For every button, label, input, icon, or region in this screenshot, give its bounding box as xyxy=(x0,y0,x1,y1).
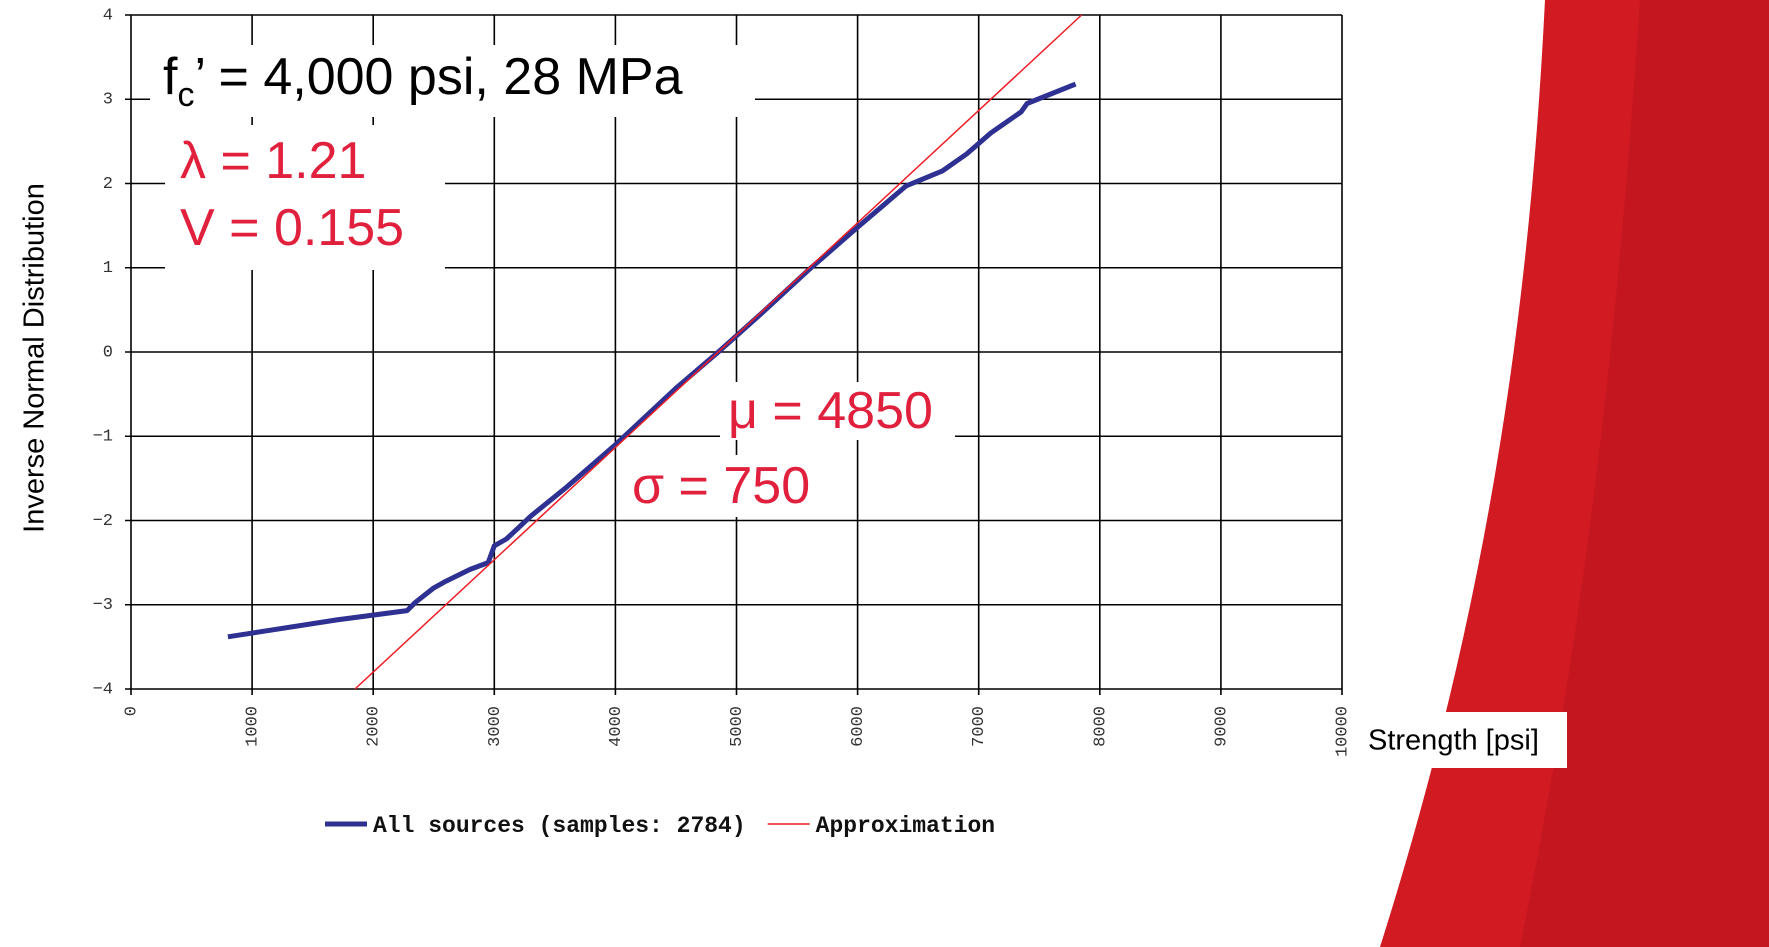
y-tick-label: −4 xyxy=(93,680,113,699)
y-tick-label: 2 xyxy=(103,175,113,194)
x-tick-label: 10000 xyxy=(1333,706,1352,757)
y-tick-label: 4 xyxy=(103,6,113,25)
y-tick-label: 0 xyxy=(103,343,113,362)
x-tick-label: 7000 xyxy=(970,706,989,747)
x-tick-label: 1000 xyxy=(244,706,263,747)
chart: −4 −3 −2 −1 0 1 2 3 4 0 1000 2000 3000 4000 5000 6000 70… xyxy=(0,0,1769,947)
annotation-part: f xyxy=(163,48,178,106)
annotation: λ = 1.21 xyxy=(180,132,366,190)
y-tick-label: 1 xyxy=(103,259,113,278)
x-tick-label: 3000 xyxy=(486,706,505,747)
annotation: μ = 4850 xyxy=(728,382,933,440)
legend-label: Approximation xyxy=(816,813,995,839)
x-axis-label: Strength [psi] xyxy=(1368,725,1539,757)
legend-label: All sources (samples: 2784) xyxy=(373,813,746,839)
x-tick-label: 8000 xyxy=(1091,706,1110,747)
y-tick-label: 3 xyxy=(103,91,113,110)
x-tick-label: 9000 xyxy=(1212,706,1231,747)
y-tick-label: −2 xyxy=(93,512,113,531)
annotation: fc’ = 4,000 psi, 28 MPa xyxy=(163,48,683,114)
annotation: V = 0.155 xyxy=(180,199,404,257)
annotation: σ = 750 xyxy=(632,457,810,515)
x-tick-label: 6000 xyxy=(849,706,868,747)
annotation-part: ’ = 4,000 psi, 28 MPa xyxy=(194,48,682,106)
page: {"chart_data": {"type": "line", "title_m… xyxy=(0,0,1769,947)
annotation-part: c xyxy=(177,76,194,114)
x-tick-label: 5000 xyxy=(728,706,747,747)
x-tick-label: 2000 xyxy=(365,706,384,747)
y-tick-label: −3 xyxy=(93,596,113,615)
x-tick-label: 0 xyxy=(122,706,141,716)
y-tick-label: −1 xyxy=(93,428,113,447)
x-tick-label: 4000 xyxy=(607,706,626,747)
y-axis-label: Inverse Normal Distribution xyxy=(19,183,51,533)
